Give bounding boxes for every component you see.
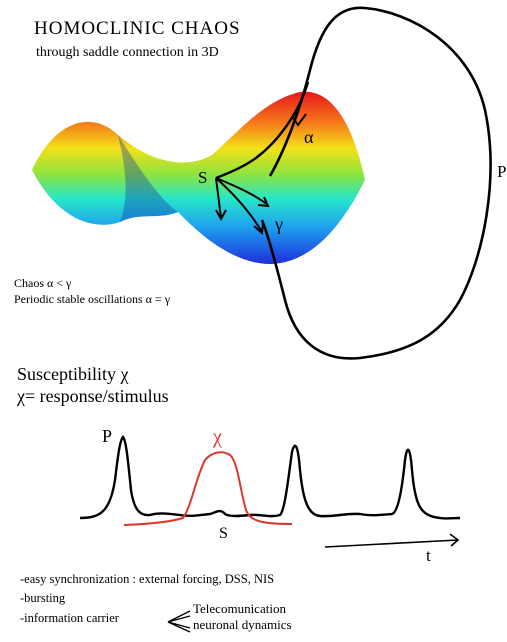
time-axis [324, 539, 459, 548]
branch-arrow-down [167, 621, 191, 633]
time-trace [79, 435, 461, 520]
branch-arrow-up [167, 610, 191, 623]
stable-branch-alpha [215, 81, 310, 180]
chi-curve [123, 451, 293, 526]
homoclinic-orbit [260, 6, 492, 360]
arrowhead-alpha [291, 113, 307, 127]
surface-shading [118, 135, 178, 222]
label-orbit: P [497, 162, 506, 181]
note-bursting: -bursting [20, 591, 66, 605]
arrowhead-down [215, 209, 227, 222]
branch-neuronal-dynamics: neuronal dynamics [193, 617, 292, 632]
subtitle: through saddle connection in 3D [36, 45, 219, 60]
condition-periodic: Periodic stable oscillations α = γ [14, 292, 170, 306]
branch-telecommunication: Telecomunication [193, 601, 286, 616]
susceptibility-definition: χ= response/stimulus [17, 386, 169, 406]
note-synchronization: -easy synchronization : external forcing… [20, 572, 275, 586]
arrowhead-right [257, 196, 270, 208]
trace-label-peak: P [102, 426, 112, 446]
outflow-down [215, 177, 222, 219]
label-gamma: γ [274, 214, 283, 234]
trace-label-saddle: S [219, 525, 228, 542]
time-axis-arrowhead [449, 533, 460, 547]
trace-label-time: t [426, 546, 431, 565]
outflow-right [215, 177, 269, 206]
susceptibility-heading: Susceptibility χ [17, 364, 129, 384]
arrowhead-gamma [253, 222, 264, 236]
outflow-gamma [215, 177, 263, 233]
trace-label-chi: χ [212, 426, 222, 448]
label-saddle: S [198, 168, 207, 187]
saddle-surface [32, 91, 365, 265]
condition-chaos: Chaos α < γ [14, 276, 72, 290]
title: HOMOCLINIC CHAOS [34, 18, 241, 39]
label-alpha: α [304, 127, 314, 147]
note-information-carrier: -information carrier [20, 611, 119, 625]
